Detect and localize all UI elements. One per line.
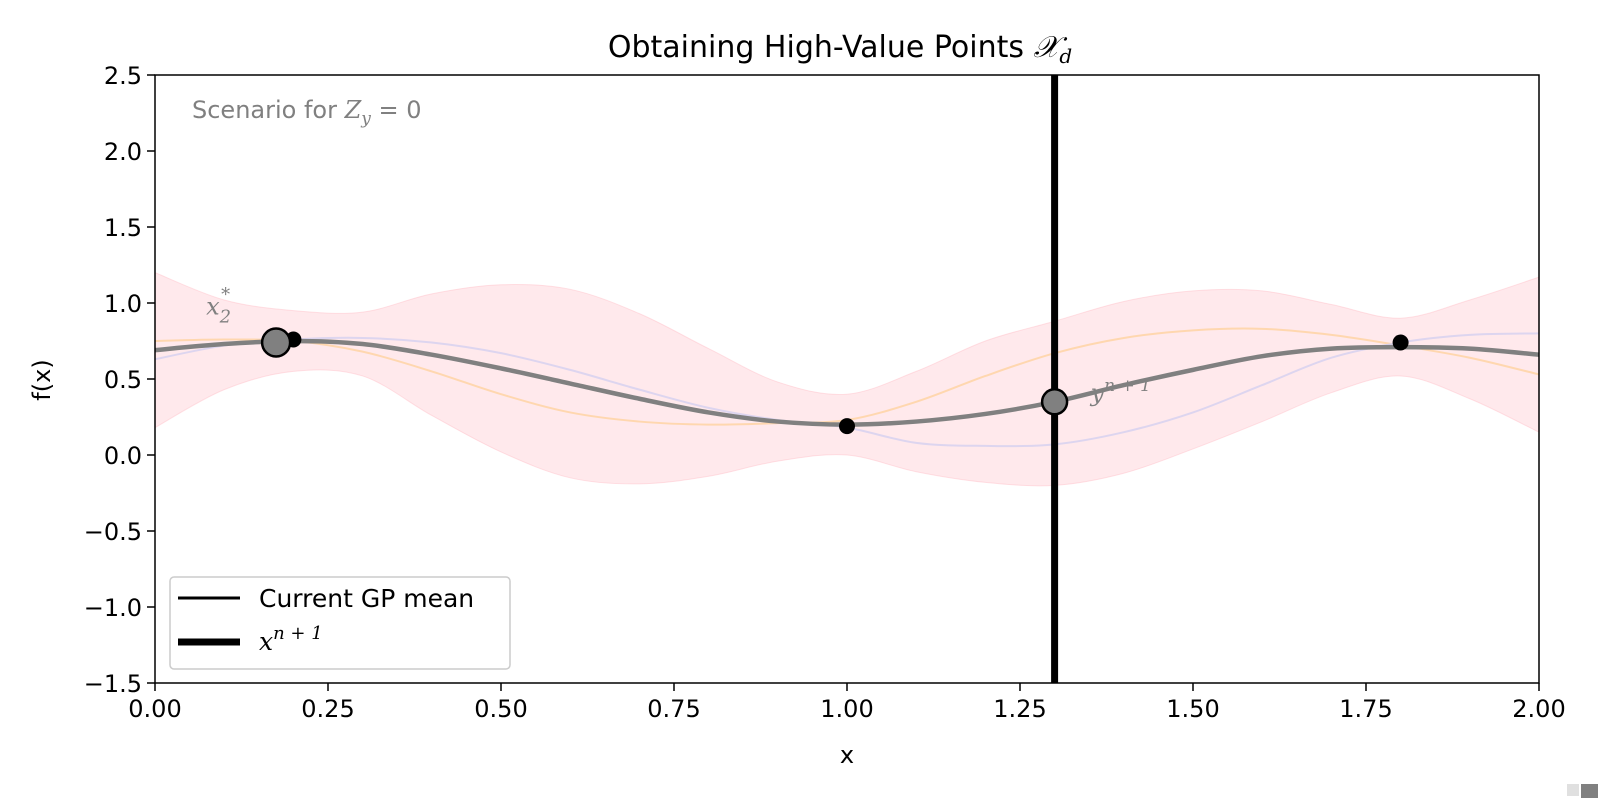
legend-label-gp-mean: Current GP mean xyxy=(259,584,474,613)
legend-box xyxy=(169,576,511,670)
y-tick-label: 0.5 xyxy=(104,366,142,394)
x-tick-label: 1.50 xyxy=(1166,695,1219,723)
scenario-symbol: Z xyxy=(344,96,363,124)
y-tick-label: −1.5 xyxy=(84,670,142,698)
x-tick-label: 0.50 xyxy=(474,695,527,723)
observation-point xyxy=(1392,334,1409,351)
x-tick-label: 0.25 xyxy=(301,695,354,723)
next-point-label: yn + 1 xyxy=(1090,376,1151,407)
observation-point xyxy=(839,418,855,435)
y-tick-label: 1.0 xyxy=(104,290,142,318)
title-symbol-subscript: d xyxy=(1059,44,1072,68)
x-star-label-superscript: * xyxy=(221,285,230,306)
y-axis-label: f(x) xyxy=(28,359,56,400)
x-tick-label: 0.75 xyxy=(647,695,700,723)
chart-title: Obtaining High-Value Points 𝒳d xyxy=(608,30,1072,68)
y-tick-label: 1.5 xyxy=(104,214,142,242)
x-tick-label: 1.00 xyxy=(820,695,873,723)
scenario-value: = 0 xyxy=(371,96,422,124)
confidence-band xyxy=(154,271,1540,487)
plot-area xyxy=(154,75,1540,683)
x-star-label-subscript: 2 xyxy=(219,307,231,328)
x-tick-label: 2.00 xyxy=(1512,695,1565,723)
y-tick-label: −1.0 xyxy=(84,594,142,622)
scenario-annotation: Scenario for Zy = 0 xyxy=(192,96,422,129)
axis-ticks: 0.00 0.25 0.50 0.75 1.00 1.25 1.50 1.75 2.00 −1.5… xyxy=(84,62,1566,723)
corner-thumbnail-icon xyxy=(1567,784,1598,798)
x-tick-label: 1.25 xyxy=(993,695,1046,723)
scenario-symbol-subscript: y xyxy=(360,109,371,129)
y-tick-label: 2.0 xyxy=(104,138,142,166)
x-tick-label: 1.75 xyxy=(1339,695,1392,723)
next-point-marker xyxy=(1040,388,1069,416)
y-tick-label: 0.0 xyxy=(104,442,142,470)
y-tick-label: −0.5 xyxy=(84,518,142,546)
x-tick-label: 0.00 xyxy=(128,695,181,723)
legend-label-next-point-superscript: n + 1 xyxy=(273,623,323,644)
y-tick-label: 2.5 xyxy=(104,62,142,90)
x-star-label: x2* xyxy=(206,285,231,328)
legend-label-next-point: xn + 1 xyxy=(259,623,323,656)
x-axis-label: x xyxy=(840,741,854,769)
legend: Current GP mean xn + 1 xyxy=(169,576,511,670)
x-star-marker xyxy=(260,327,292,358)
next-point-label-superscript: n + 1 xyxy=(1104,376,1151,396)
